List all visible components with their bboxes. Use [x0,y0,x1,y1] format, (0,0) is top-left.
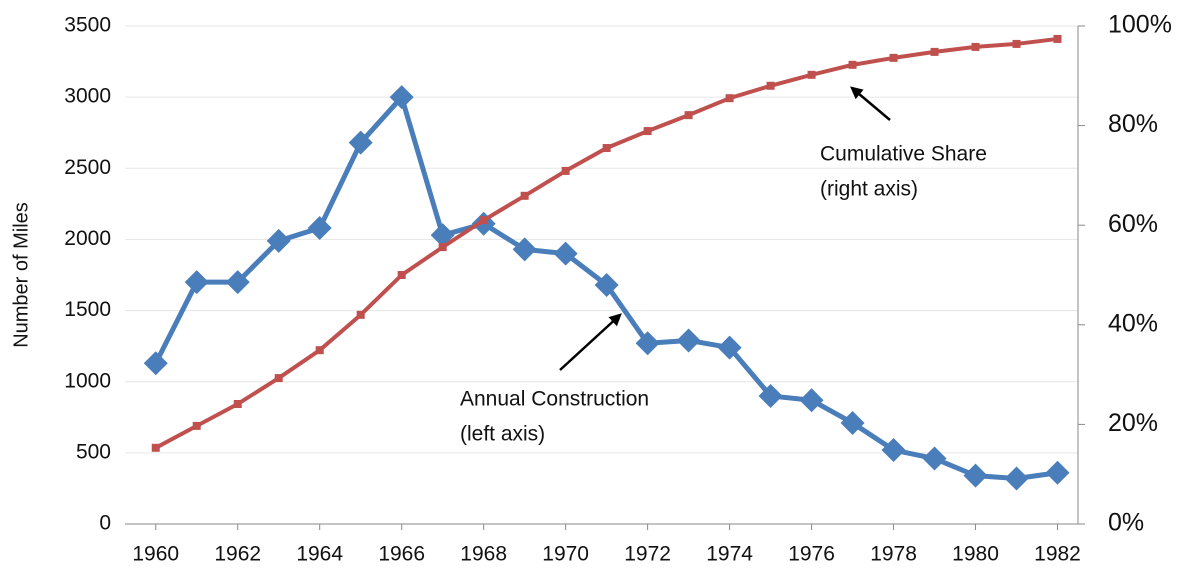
annotation: Cumulative Share [820,143,987,166]
y-tick-label: 3000 [64,85,111,108]
annotation-arrow [559,313,622,371]
point [758,383,783,408]
point [840,410,865,435]
annotation-arrow [850,86,891,121]
x-tick-label: 1968 [460,543,507,566]
point [971,42,980,51]
point [1053,34,1062,43]
point [225,270,250,295]
point [151,443,160,452]
point [963,463,988,488]
y-tick-label: 3500 [64,14,111,37]
point [676,328,701,353]
point [643,127,652,136]
y2-tick-label: 0% [1108,509,1144,537]
y-tick-label: 0 [99,512,111,535]
y-axis-label: Number of Miles [10,202,32,348]
point [766,81,775,90]
point [799,388,824,413]
point [143,351,168,376]
x-tick-label: 1982 [1034,543,1081,566]
point [684,111,693,120]
x-tick-label: 1966 [378,543,425,566]
point [307,216,332,241]
annotation: (left axis) [460,423,545,446]
point [553,241,578,266]
x-tick-label: 1962 [214,543,261,566]
y2-tick-label: 60% [1108,210,1158,238]
y-tick-label: 2000 [64,227,111,250]
annotation: Annual Construction [460,388,649,411]
point [889,53,898,62]
point [717,335,742,360]
point [274,374,283,383]
point [881,438,906,463]
point [725,94,734,103]
point [438,243,447,252]
series-line [154,36,1058,450]
y2-tick-label: 80% [1108,110,1158,138]
point [397,271,406,279]
point [233,399,242,408]
y2-tick-label: 20% [1108,409,1158,437]
x-tick-label: 1980 [952,543,999,566]
point [479,216,488,225]
y-tick-label: 1500 [64,298,111,321]
y2-tick-label: 100% [1108,11,1172,39]
point [389,85,414,110]
point [356,310,365,319]
point [266,228,291,253]
annotation: (right axis) [820,178,918,201]
point [512,237,537,262]
point [520,191,529,200]
point [184,270,209,295]
x-tick-label: 1976 [788,543,835,566]
point [1012,39,1021,48]
point [848,60,857,69]
y-tick-label: 2500 [64,156,111,179]
y-tick-label: 500 [76,440,111,463]
point [192,421,201,430]
point [930,47,939,56]
x-tick-label: 1978 [870,543,917,566]
point [1045,460,1070,485]
point [922,446,947,471]
point [348,130,373,155]
point [1004,466,1029,491]
point [594,272,619,297]
y-tick-label: 1000 [64,369,111,392]
x-tick-label: 1964 [296,543,343,566]
x-tick-label: 1972 [624,543,671,566]
x-tick-label: 1960 [132,543,179,566]
point [315,346,324,355]
point [807,70,816,79]
point [635,331,660,356]
point [561,166,570,175]
x-tick-label: 1970 [542,543,589,566]
point [602,144,611,153]
x-tick-label: 1974 [706,543,753,566]
y2-tick-label: 40% [1108,309,1158,337]
